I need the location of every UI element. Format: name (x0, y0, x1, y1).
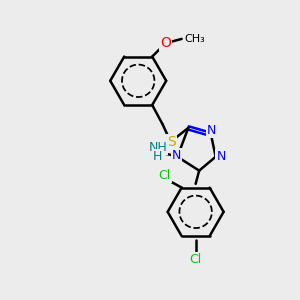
Text: N: N (172, 149, 182, 162)
Text: CH₃: CH₃ (184, 34, 205, 44)
Text: N: N (216, 150, 226, 163)
Text: Cl: Cl (190, 253, 202, 266)
Text: O: O (160, 36, 171, 50)
Text: N: N (207, 124, 216, 137)
Text: S: S (167, 135, 176, 149)
Text: NH: NH (148, 141, 167, 154)
Text: Cl: Cl (159, 169, 171, 182)
Text: H: H (153, 150, 162, 163)
